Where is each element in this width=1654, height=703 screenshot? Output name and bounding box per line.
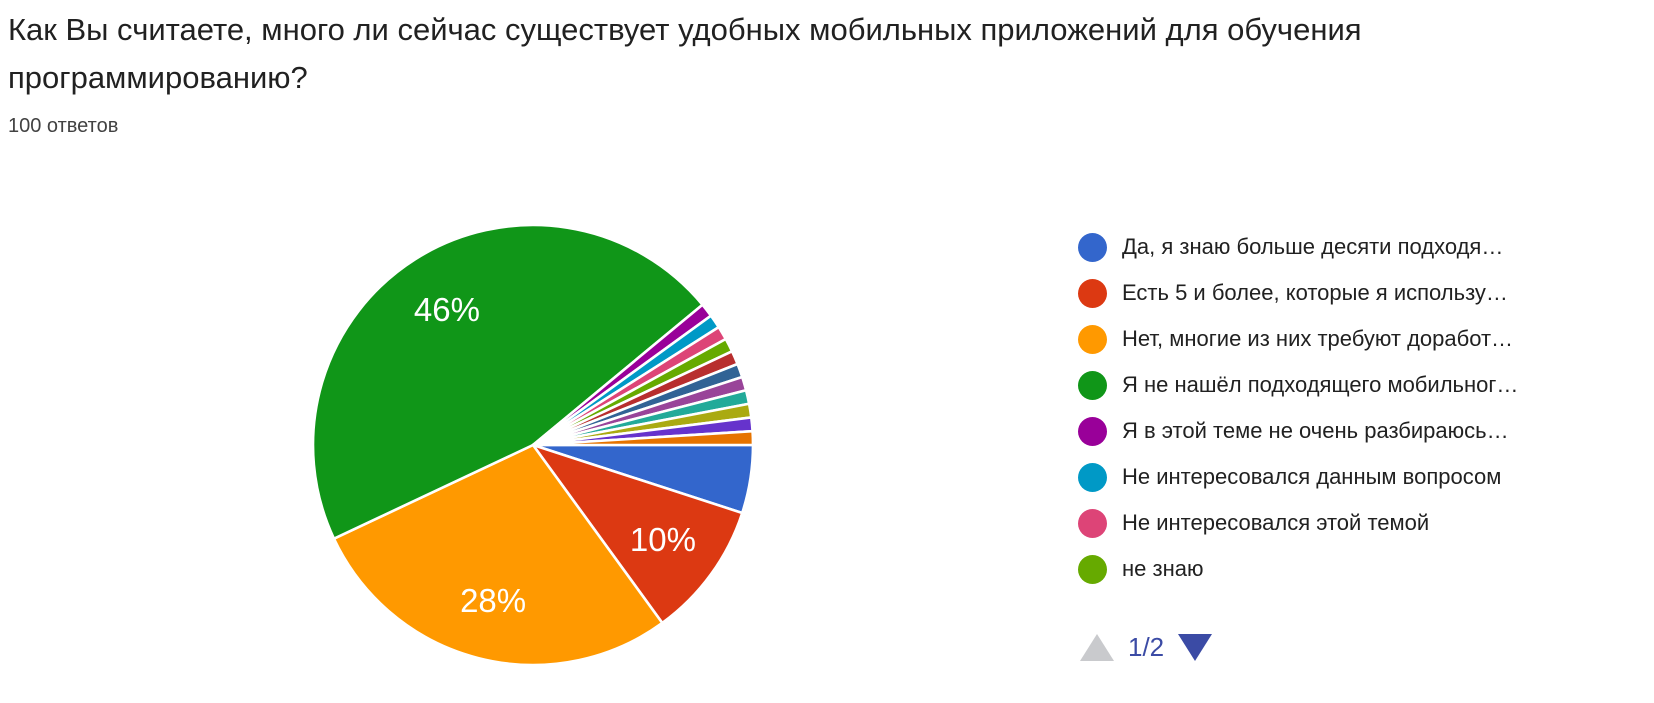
legend-item: Не интересовался данным вопросом: [1078, 454, 1518, 500]
legend-color-dot: [1078, 554, 1107, 584]
legend-item-label: не знаю: [1122, 556, 1204, 581]
legend-page-up-icon[interactable]: [1080, 634, 1114, 661]
legend-item: Я не нашёл подходящего мобильног…: [1078, 362, 1518, 408]
legend-item: Нет, многие из них требуют доработ…: [1078, 316, 1518, 362]
pie-slice-label: 28%: [460, 582, 526, 619]
legend-page-down-icon[interactable]: [1178, 634, 1213, 661]
legend-item-label: Нет, многие из них требуют доработ…: [1122, 326, 1514, 351]
legend-pagination: 1/2: [1080, 632, 1213, 663]
question-title: Как Вы считаете, много ли сейчас существ…: [8, 12, 1362, 95]
pie-slice[interactable]: [311, 223, 704, 540]
legend-item-label: Я не нашёл подходящего мобильног…: [1122, 372, 1519, 397]
legend-item: Я в этой теме не очень разбираюсь…: [1078, 408, 1518, 454]
legend-color-dot: [1078, 462, 1107, 492]
legend-item: Есть 5 и более, которые я использу…: [1078, 270, 1518, 316]
pie-slice-label: 46%: [414, 291, 480, 328]
legend-color-dot: [1078, 370, 1107, 400]
legend-color-dot: [1078, 278, 1107, 308]
pie-slice[interactable]: [531, 443, 744, 625]
legend-color-dot: [1078, 416, 1107, 446]
legend-item-label: Есть 5 и более, которые я использу…: [1122, 280, 1508, 305]
legend-item: Да, я знаю больше десяти подходя…: [1078, 224, 1518, 270]
legend-item: Не интересовался этой темой: [1078, 500, 1518, 546]
chart-legend: Да, я знаю больше десяти подходя… Есть 5 …: [1078, 224, 1518, 592]
pie-slice[interactable]: [332, 443, 664, 667]
legend-color-dot: [1078, 324, 1107, 354]
legend-item: не знаю: [1078, 546, 1518, 592]
pie-slice[interactable]: [531, 429, 755, 447]
pie-chart[interactable]: 10% 28% 46%: [297, 209, 769, 681]
pie-slice-label: 10%: [630, 521, 696, 558]
legend-color-dot: [1078, 232, 1107, 262]
legend-item-label: Я в этой теме не очень разбираюсь…: [1122, 418, 1509, 443]
legend-item-label: Не интересовался данным вопросом: [1122, 464, 1502, 489]
legend-color-dot: [1078, 508, 1107, 538]
responses-count: 100 ответов: [8, 115, 119, 137]
legend-page-indicator: 1/2: [1128, 632, 1165, 662]
legend-item-label: Не интересовался этой темой: [1122, 510, 1430, 535]
legend-item-label: Да, я знаю больше десяти подходя…: [1122, 234, 1504, 259]
